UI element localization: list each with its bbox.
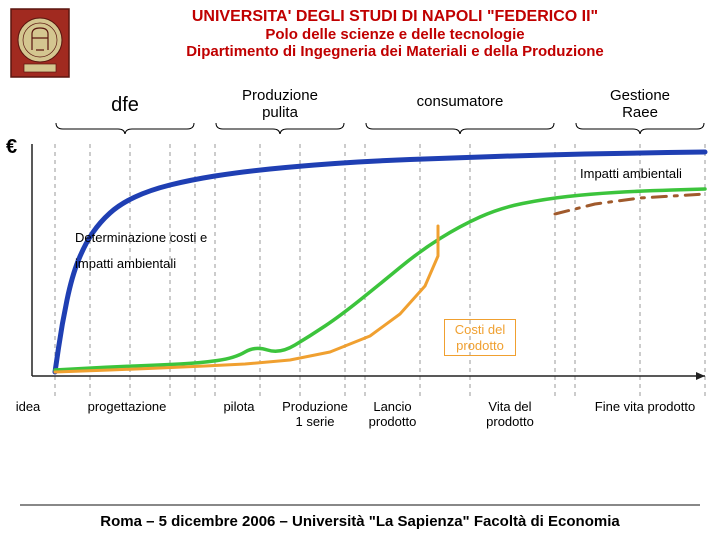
x-axis-label: Lancioprodotto	[355, 400, 430, 430]
phase-label: Produzionepulita	[215, 88, 345, 121]
brace-icon	[55, 122, 195, 134]
brace-icon	[365, 122, 555, 134]
curve-green	[55, 189, 705, 370]
x-axis-label: progettazione	[72, 400, 182, 415]
phase-label: GestioneRaee	[575, 88, 705, 121]
x-axis-label: Produzione1 serie	[270, 400, 360, 430]
lifecycle-chart: € Impatti ambientali Determinazione cost…	[0, 136, 720, 396]
x-axis-label: pilota	[214, 400, 264, 415]
title-line-2: Polo delle scienze e delle tecnologie	[80, 26, 710, 43]
brace-icon	[575, 122, 705, 134]
y-axis-label: €	[6, 136, 17, 159]
x-axis-label: Fine vita prodotto	[580, 400, 710, 415]
annot-costi-prodotto: Costi delprodotto	[444, 319, 516, 356]
phase-row: dfe Produzionepulita consumatore GestioneRa…	[0, 88, 720, 134]
phase-label: consumatore	[365, 94, 555, 111]
brace-icon	[215, 122, 345, 134]
footer-text: Roma – 5 dicembre 2006 – Università "La …	[0, 513, 720, 530]
university-seal-icon	[10, 8, 70, 78]
x-axis-label: idea	[8, 400, 48, 415]
title-block: UNIVERSITA' DEGLI STUDI DI NAPOLI "FEDER…	[80, 8, 710, 60]
phase-label: dfe	[55, 94, 195, 116]
footer-rule	[20, 504, 700, 506]
title-line-3: Dipartimento di Ingegneria dei Materiali…	[80, 43, 710, 60]
x-axis-labels: idea progettazione pilota Produzione1 serie…	[0, 396, 720, 446]
title-line-1: UNIVERSITA' DEGLI STUDI DI NAPOLI "FEDER…	[80, 8, 710, 26]
annot-impatti-2: impatti ambientali	[75, 256, 176, 272]
annot-impatti-ambientali: Impatti ambientali	[580, 166, 682, 182]
header: UNIVERSITA' DEGLI STUDI DI NAPOLI "FEDER…	[0, 0, 720, 82]
x-axis-label: Vita delprodotto	[470, 400, 550, 430]
annot-determinazione: Determinazione costi e	[75, 230, 207, 246]
